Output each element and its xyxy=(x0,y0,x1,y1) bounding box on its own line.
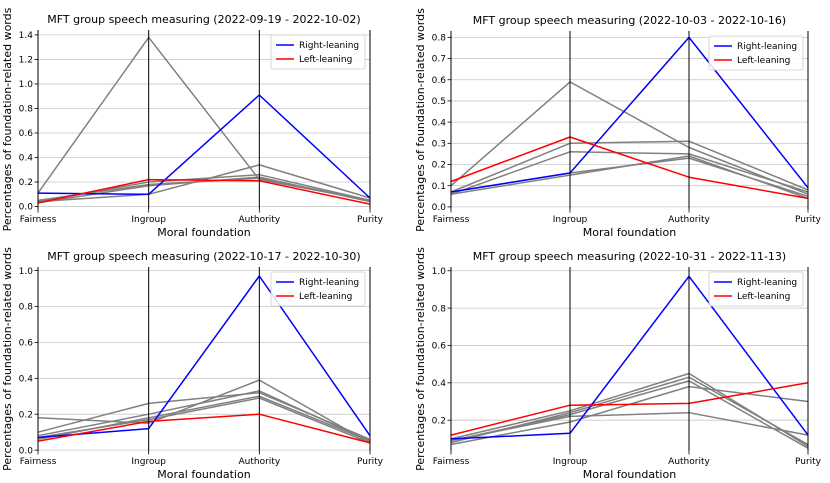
chart-title: MFT group speech measuring (2022-10-17 -… xyxy=(47,250,360,263)
legend-label: Left-leaning xyxy=(299,55,352,65)
series-line-gray xyxy=(450,140,809,193)
series-line-right-leaning xyxy=(450,36,809,193)
x-tick-label: Ingroup xyxy=(553,457,588,467)
legend: Right-leaning Left-leaning xyxy=(270,271,366,307)
y-tick-label: 1.0 xyxy=(19,80,34,90)
chart-panel-4: 0.2 0.4 0.6 0.8 1.0 Fairness Ingroup Authority P… xyxy=(414,247,822,481)
x-tick-label: Fairness xyxy=(433,215,470,225)
y-tick-label: 1.0 xyxy=(432,267,447,277)
legend-label: Right-leaning xyxy=(737,278,797,288)
chart-title: MFT group speech measuring (2022-10-03 -… xyxy=(473,14,786,27)
y-tick-label: 0.7 xyxy=(432,55,446,65)
legend-box xyxy=(270,271,366,307)
y-tick-label: 0.4 xyxy=(432,118,447,128)
y-tick-label: 0.3 xyxy=(432,140,446,150)
x-tick-label: Fairness xyxy=(20,457,57,467)
series-line-gray xyxy=(450,372,809,447)
y-tick-label: 0.6 xyxy=(432,76,447,86)
y-axis-label: Percentages of foundation-related words xyxy=(1,247,14,471)
series-line-gray xyxy=(37,164,371,203)
y-tick-label: 1.2 xyxy=(19,56,33,66)
series-line-gray xyxy=(37,390,371,442)
series-line-left-leaning xyxy=(450,382,809,436)
y-axis-label: Percentages of foundation-related words xyxy=(414,8,427,232)
y-tick-label: 0.8 xyxy=(432,34,447,44)
series-line-gray xyxy=(450,155,809,200)
series-line-left-leaning xyxy=(37,178,371,205)
series-line-right-leaning xyxy=(37,275,371,439)
y-tick-label: 0.6 xyxy=(19,129,34,139)
x-tick-label: Authority xyxy=(668,457,710,467)
series-line-gray xyxy=(450,411,809,442)
x-axis-label: Moral foundation xyxy=(583,226,676,239)
y-tick-label: 0.6 xyxy=(432,342,447,352)
y-tick-label: 0.8 xyxy=(19,105,34,115)
y-tick-label: 0.0 xyxy=(19,446,34,456)
legend-label: Left-leaning xyxy=(299,292,352,302)
x-tick-label: Authority xyxy=(668,215,710,225)
y-tick-label: 0.1 xyxy=(432,182,446,192)
chart-panel-1: 0.0 0.2 0.4 0.6 0.8 1.0 1.2 1.4 Fairness Ingroup A… xyxy=(1,7,384,239)
x-tick-label: Fairness xyxy=(433,457,470,467)
x-tick-label: Ingroup xyxy=(553,215,588,225)
y-tick-label: 0.5 xyxy=(432,97,446,107)
legend-label: Right-leaning xyxy=(299,41,359,51)
chart-title: MFT group speech measuring (2022-10-31 -… xyxy=(473,250,786,263)
y-tick-label: 0.2 xyxy=(432,416,446,426)
x-tick-label: Ingroup xyxy=(131,215,166,225)
y-tick-label: 1.4 xyxy=(19,31,34,41)
x-tick-label: Fairness xyxy=(20,215,57,225)
legend-label: Right-leaning xyxy=(737,42,797,52)
legend-label: Right-leaning xyxy=(299,278,359,288)
chart-panel-2: 0.0 0.1 0.2 0.3 0.4 0.5 0.6 0.7 0.8 Fairness Ingro… xyxy=(414,8,822,239)
series-line-gray xyxy=(450,81,809,195)
y-axis-label: Percentages of foundation-related words xyxy=(1,7,14,231)
chart-title: MFT group speech measuring (2022-09-19 -… xyxy=(47,13,360,26)
legend-label: Left-leaning xyxy=(737,56,790,66)
y-tick-label: 0.8 xyxy=(19,303,34,313)
x-tick-label: Authority xyxy=(239,457,281,467)
x-tick-label: Authority xyxy=(239,215,281,225)
y-tick-label: 0.2 xyxy=(19,178,33,188)
y-tick-label: 0.6 xyxy=(19,339,34,349)
x-axis-label: Moral foundation xyxy=(157,468,250,481)
x-tick-label: Purity xyxy=(795,457,822,467)
y-axis-label: Percentages of foundation-related words xyxy=(414,247,427,471)
series-line-left-leaning xyxy=(37,413,371,444)
y-tick-label: 0.0 xyxy=(432,203,447,213)
series-line-gray xyxy=(37,379,371,444)
x-tick-label: Ingroup xyxy=(131,457,166,467)
series-line-gray xyxy=(37,177,371,202)
x-tick-label: Purity xyxy=(357,215,384,225)
x-axis-label: Moral foundation xyxy=(583,468,676,481)
x-axis-label: Moral foundation xyxy=(157,226,250,239)
y-tick-label: 0.4 xyxy=(432,379,447,389)
y-tick-label: 0.2 xyxy=(19,410,33,420)
y-tick-label: 0.4 xyxy=(19,374,34,384)
series-line-gray xyxy=(37,397,371,444)
y-tick-label: 0.4 xyxy=(19,154,34,164)
legend: Right-leaning Left-leaning xyxy=(708,271,804,307)
series-line-right-leaning xyxy=(450,275,809,440)
series-line-left-leaning xyxy=(450,136,809,200)
series-line-gray xyxy=(450,157,809,198)
x-tick-label: Purity xyxy=(795,215,822,225)
series-line-right-leaning xyxy=(37,94,371,199)
series-line-gray xyxy=(450,380,809,449)
series-line-gray xyxy=(450,151,809,195)
legend-label: Left-leaning xyxy=(737,292,790,302)
y-tick-label: 0.0 xyxy=(19,203,34,213)
y-tick-label: 1.0 xyxy=(19,267,34,277)
legend-box xyxy=(708,271,804,307)
legend-box xyxy=(270,34,366,70)
legend: Right-leaning Left-leaning xyxy=(270,34,366,70)
chart-panel-3: 0.0 0.2 0.4 0.6 0.8 1.0 Fairness Ingroup Authori… xyxy=(1,247,384,481)
x-tick-label: Purity xyxy=(357,457,384,467)
legend-box xyxy=(708,35,804,71)
legend: Right-leaning Left-leaning xyxy=(708,35,804,71)
y-tick-label: 0.8 xyxy=(432,304,447,314)
y-tick-label: 0.2 xyxy=(432,161,446,171)
